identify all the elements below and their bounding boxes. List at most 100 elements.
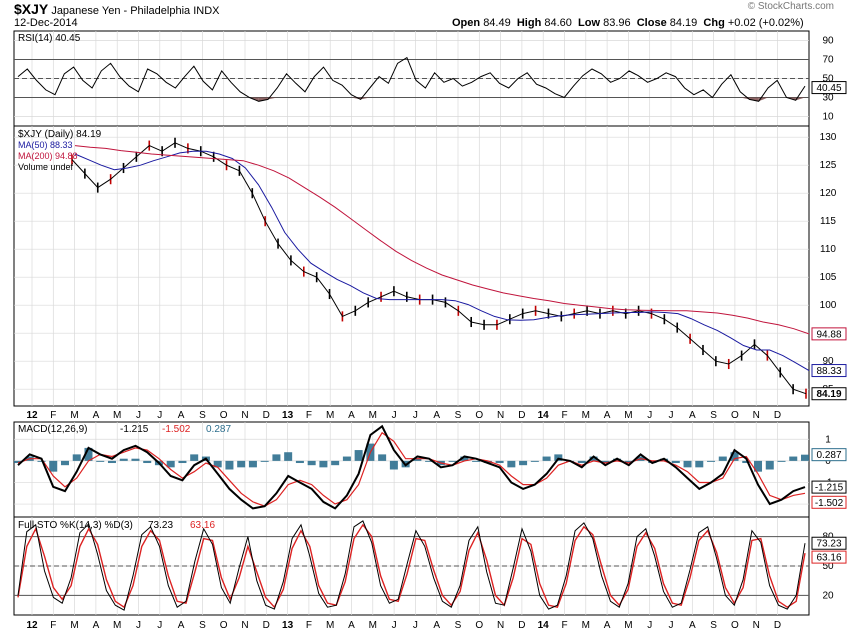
price-x-tick: S [199, 410, 206, 421]
macd-histogram-bar [84, 447, 93, 461]
stoch-x-tick: D [774, 620, 781, 631]
1-y-tick: 100 [820, 300, 837, 311]
macd-histogram-bar [754, 460, 763, 472]
macd-histogram-bar [448, 460, 457, 462]
stoch-x-tick: 13 [282, 620, 294, 631]
macd-histogram-bar [460, 456, 469, 461]
price-x-tick: D [518, 410, 525, 421]
macd-histogram-bar [601, 460, 610, 464]
stoch-x-tick: M [369, 620, 377, 631]
price-x-tick: 14 [538, 410, 550, 421]
stoch-x-tick: A [348, 620, 355, 631]
macd-histogram-bar [507, 460, 516, 468]
price-x-tick: M [624, 410, 632, 421]
price-x-tick: O [475, 410, 483, 421]
price-x-tick: J [392, 410, 397, 421]
price-x-tick: D [774, 410, 781, 421]
price-x-tick: F [561, 410, 567, 421]
macd-histogram-bar [225, 460, 234, 470]
price-x-tick: A [178, 410, 185, 421]
panel-macd [13, 421, 810, 518]
macd-histogram-bar [730, 452, 739, 461]
3-y-tick: 50 [822, 561, 834, 572]
ma50-legend: MA(50) 88.33 [18, 140, 73, 150]
exchange: INDX [193, 5, 220, 17]
stoch-d-value-tag-box [811, 550, 847, 564]
stoch-x-tick: M [326, 620, 334, 631]
close-value: 84.19 [669, 17, 698, 29]
macd-histogram-value-tag-box [811, 448, 847, 462]
security-name: Japanese Yen - Philadelphia [51, 5, 191, 17]
1-y-tick: 115 [820, 216, 836, 227]
price-x-tick: S [455, 410, 462, 421]
price-x-tick: A [689, 410, 696, 421]
macd-histogram-bar [530, 460, 539, 462]
macd-histogram-bar [683, 460, 692, 468]
price-x-tick: A [604, 410, 611, 421]
rsi-value-tag: 40.45 [816, 83, 841, 94]
stoch-d-line [17, 523, 806, 609]
macd-histogram-bar [96, 460, 105, 462]
0-y-tick: 50 [822, 74, 834, 85]
macd-histogram-bar [213, 460, 222, 468]
macd-histogram-bar [495, 460, 504, 464]
price-x-tick: A [93, 410, 100, 421]
2-y-tick: 0 [825, 456, 831, 467]
stoch-x-tick: S [455, 620, 462, 631]
price-x-tick: J [136, 410, 141, 421]
rsi-value-tag-box [811, 81, 847, 95]
stoch-k-value-tag-box [811, 536, 847, 550]
stoch-x-tick: M [582, 620, 590, 631]
macd-value-tag: -1.215 [815, 483, 844, 494]
macd-histogram-bar [272, 454, 281, 461]
stoch-x-tick: M [70, 620, 78, 631]
change-value: +0.02 (+0.02%) [727, 17, 804, 29]
macd-histogram-bar [131, 458, 140, 461]
price-x-tick: S [710, 410, 717, 421]
macd-histogram-bar [519, 460, 528, 466]
stoch-x-tick: N [497, 620, 504, 631]
price-x-tick: M [113, 410, 121, 421]
stoch-x-tick: S [710, 620, 717, 631]
price-x-tick: O [731, 410, 739, 421]
macd-histogram-value-tag: 0.287 [816, 450, 841, 461]
macd-histogram-bar [671, 460, 680, 464]
stoch-legend: Full STO %K(14,3) %D(3) [18, 520, 133, 531]
macd-histogram-bar [425, 460, 434, 462]
stoch-x-tick: J [392, 620, 397, 631]
stoch-x-tick: D [263, 620, 270, 631]
price-x-tick: M [70, 410, 78, 421]
stoch-x-tick: F [306, 620, 312, 631]
price-line [71, 142, 807, 395]
stoch-x-tick: J [669, 620, 674, 631]
macd-value-tag-box [811, 480, 847, 494]
macd-histogram-bar [248, 460, 257, 468]
open-value: 84.49 [483, 17, 511, 29]
stoch-x-tick: J [413, 620, 418, 631]
stoch-k-legend-value: 73.23 [148, 520, 173, 531]
stoch-x-tick: A [178, 620, 185, 631]
chart-title: $XJY Japanese Yen - Philadelphia INDX [14, 1, 220, 17]
macd-histogram-bar [60, 460, 69, 466]
price-x-tick: J [647, 410, 652, 421]
stoch-x-tick: J [136, 620, 141, 631]
ohlc-summary: Open 84.49 High 84.60 Low 83.96 Close 84… [452, 17, 804, 29]
macd-histogram-bar [119, 458, 128, 461]
stoch-x-tick: F [50, 620, 56, 631]
macd-histogram-bar [624, 460, 633, 464]
macd-line [17, 424, 806, 510]
ma200-value-tag-box [811, 327, 847, 341]
stoch-x-tick: F [561, 620, 567, 631]
ma200-line [74, 145, 810, 335]
price-x-tick: J [157, 410, 162, 421]
0-y-tick: 30 [822, 93, 834, 104]
price-x-tick: F [306, 410, 312, 421]
price-x-tick: N [241, 410, 248, 421]
macd-histogram-bar [143, 460, 152, 464]
macd-legend: MACD(12,26,9) [18, 424, 87, 435]
price-x-tick: N [753, 410, 760, 421]
1-y-tick: 110 [820, 244, 836, 255]
macd-histogram-bar [190, 454, 199, 461]
symbol: $XJY [14, 1, 49, 17]
price-x-tick: M [369, 410, 377, 421]
